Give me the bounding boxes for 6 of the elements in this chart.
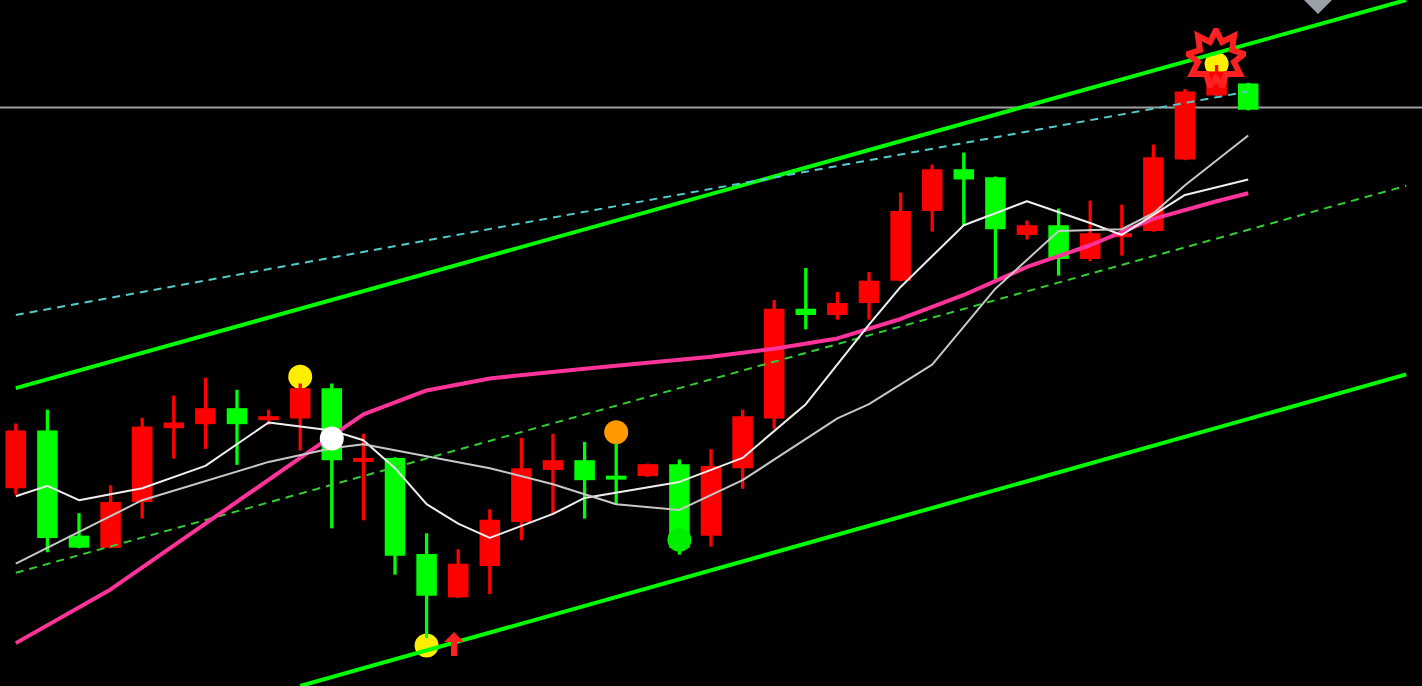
candlestick xyxy=(226,389,248,465)
point xyxy=(319,426,344,451)
point xyxy=(604,420,629,445)
point xyxy=(288,364,313,389)
point xyxy=(667,527,692,552)
candlestick xyxy=(542,433,564,515)
